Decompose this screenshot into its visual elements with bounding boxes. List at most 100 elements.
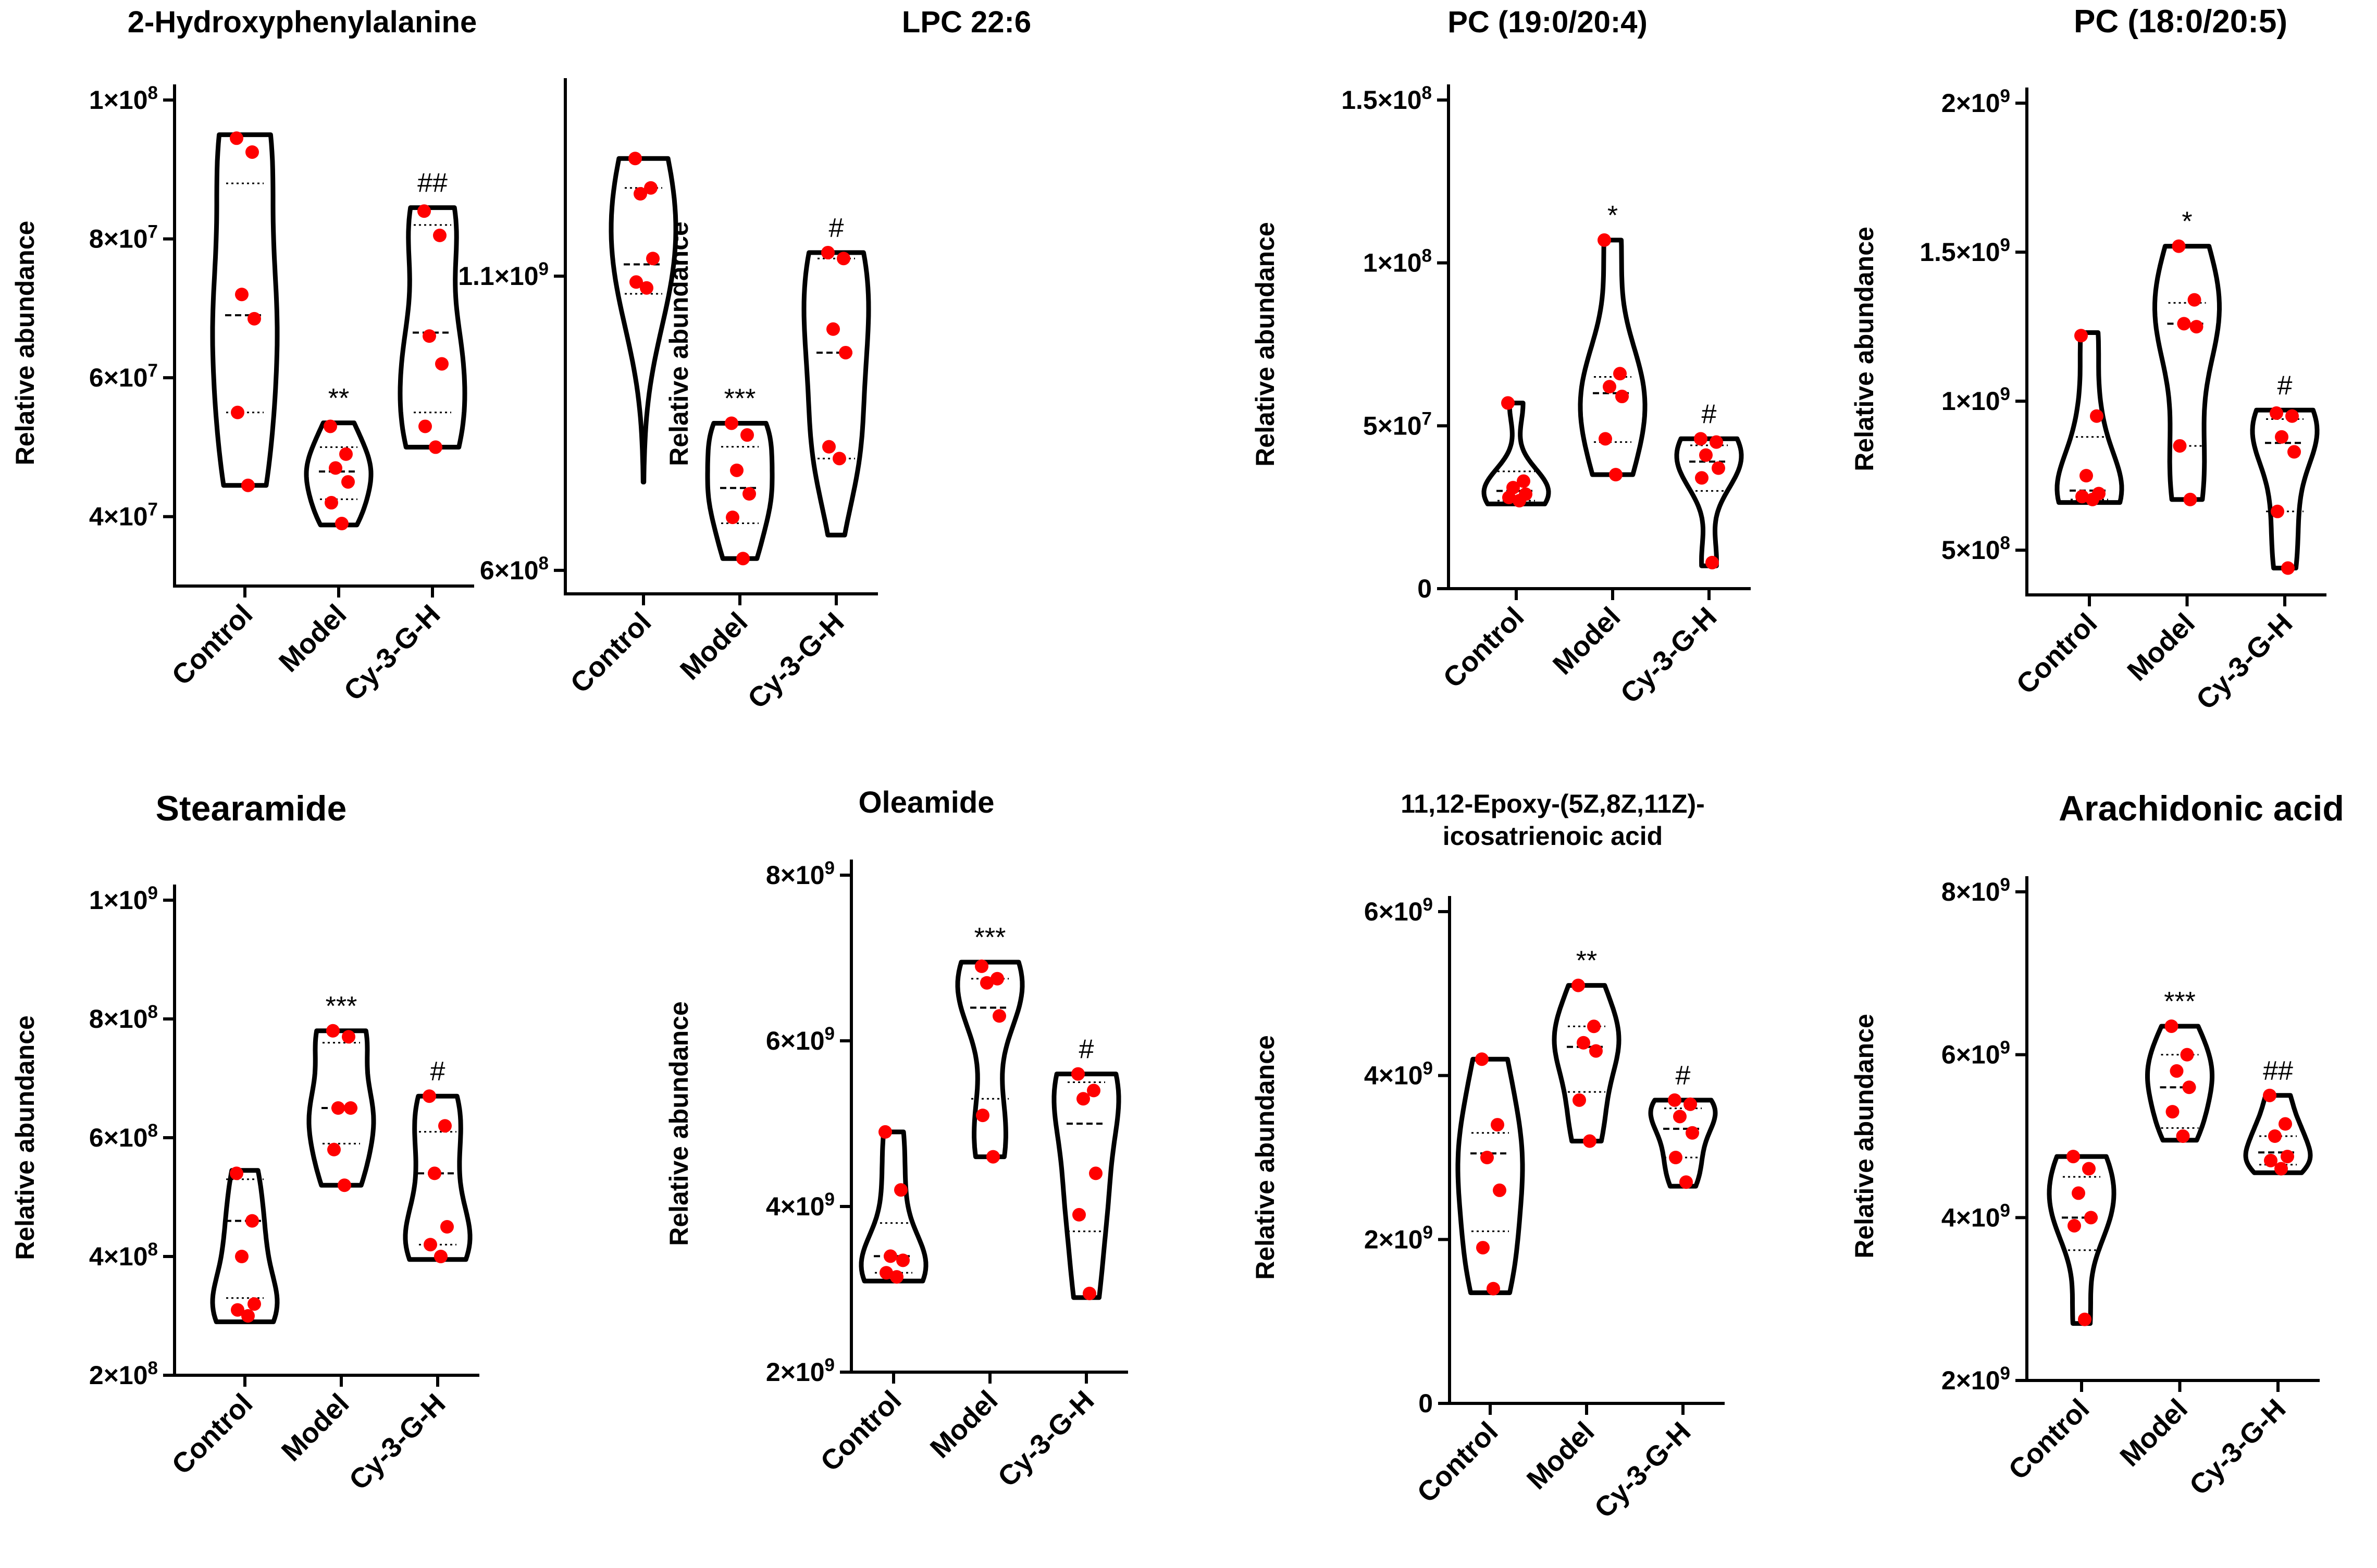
y-tick-label: 5×107 — [1363, 408, 1432, 441]
data-point — [730, 463, 744, 477]
data-point — [1502, 490, 1516, 504]
data-point — [231, 405, 244, 419]
data-point — [2182, 1080, 2196, 1094]
data-point — [1705, 555, 1719, 569]
chart-title: 2-Hydroxyphenylalanine — [128, 5, 477, 39]
data-point — [2271, 504, 2284, 518]
violin-control — [2047, 1154, 2116, 1326]
data-point — [993, 1009, 1006, 1023]
significance-marker: * — [1607, 201, 1618, 231]
data-point — [418, 419, 432, 433]
x-category-label: Cy-3-G-H — [2184, 1393, 2292, 1501]
chart-panel-4: PC (18:0/20:5) Relative abundance 5×108 1×1… — [1850, 4, 2326, 716]
data-point — [435, 357, 449, 371]
data-point — [1710, 435, 1723, 449]
data-point — [428, 1166, 441, 1180]
violin-model — [306, 1028, 376, 1188]
y-tick-label: 2×109 — [1941, 1363, 2010, 1396]
data-point — [1573, 1093, 1586, 1107]
x-category-label: Control — [2002, 1393, 2095, 1486]
chart-title: LPC 22:6 — [902, 5, 1031, 39]
violin-control — [210, 132, 280, 488]
data-point — [2072, 1186, 2085, 1200]
y-tick-label: 6×109 — [1364, 894, 1433, 927]
data-point — [1603, 380, 1616, 394]
data-point — [2074, 329, 2088, 343]
x-category-label: Cy-3-G-H — [742, 606, 850, 715]
data-point — [2176, 1129, 2190, 1143]
data-point — [2068, 1218, 2081, 1233]
data-point — [878, 1125, 892, 1139]
chart-panel-7: 11,12-Epoxy-(5Z,8Z,11Z)- icosatrienoic ac… — [1251, 789, 1725, 1524]
chart-title: PC (19:0/20:4) — [1447, 5, 1648, 39]
violin-cy-3-g-h — [2250, 407, 2320, 570]
significance-marker: *** — [724, 383, 756, 414]
data-point — [2090, 409, 2103, 423]
y-tick-label: 2×109 — [766, 1355, 835, 1387]
data-point — [725, 416, 738, 430]
data-point — [975, 959, 988, 973]
chart-title: 11,12-Epoxy-(5Z,8Z,11Z)- — [1401, 789, 1705, 818]
data-point — [2079, 469, 2093, 483]
data-point — [740, 428, 754, 442]
y-axis-label: Relative abundance — [1850, 1014, 1879, 1259]
data-point — [326, 1024, 340, 1038]
data-point — [231, 1303, 244, 1317]
y-tick-label: 2×108 — [89, 1358, 158, 1390]
data-point — [646, 252, 660, 266]
data-point — [2075, 490, 2089, 504]
data-point — [742, 487, 756, 501]
data-point — [2084, 1211, 2098, 1225]
data-point — [837, 252, 850, 266]
data-point — [2172, 239, 2186, 253]
x-category-label: Cy-3-G-H — [1589, 1416, 1697, 1524]
data-point — [1491, 1118, 1504, 1132]
data-point — [2279, 1117, 2292, 1131]
data-point — [1669, 1151, 1682, 1164]
data-point — [822, 440, 836, 454]
data-point — [1683, 1097, 1697, 1111]
chart-panel-5: Stearamide Relative abundance 2×108 4×108 6×… — [10, 789, 479, 1496]
data-point — [2281, 1150, 2294, 1164]
data-point — [1673, 1110, 1687, 1124]
data-point — [833, 452, 846, 466]
data-point — [1668, 1093, 1681, 1107]
data-point — [1083, 1286, 1096, 1300]
data-point — [329, 461, 342, 475]
violin-control — [210, 1168, 280, 1324]
data-point — [1609, 468, 1623, 482]
data-point — [980, 976, 994, 990]
data-point — [1699, 448, 1713, 462]
significance-marker: # — [2277, 370, 2293, 401]
data-point — [1501, 396, 1515, 410]
violin-cy-3-g-h — [398, 205, 467, 450]
violin-model — [2145, 1024, 2214, 1143]
data-point — [2281, 561, 2295, 575]
data-point — [335, 517, 349, 531]
data-point — [1571, 978, 1585, 992]
data-point — [1475, 1052, 1489, 1066]
data-point — [826, 322, 840, 336]
data-point — [230, 1166, 243, 1180]
data-point — [440, 1220, 454, 1234]
data-point — [2263, 1088, 2276, 1102]
y-tick-label: 8×108 — [89, 1002, 158, 1034]
data-point — [726, 511, 739, 525]
y-tick-label: 4×109 — [766, 1189, 835, 1222]
data-point — [423, 329, 436, 343]
x-category-label: Control — [1437, 601, 1530, 694]
y-tick-label: 0 — [1417, 574, 1432, 603]
data-point — [2268, 1129, 2282, 1143]
y-tick-label: 1×108 — [1363, 245, 1432, 278]
data-point — [628, 152, 642, 166]
data-point — [417, 204, 431, 218]
violin-model — [955, 960, 1025, 1160]
data-point — [331, 1101, 345, 1115]
y-axis-label: Relative abundance — [664, 221, 694, 466]
chart-title: icosatrienoic acid — [1443, 822, 1663, 851]
x-category-label: Cy-3-G-H — [338, 599, 447, 707]
data-point — [2287, 445, 2301, 459]
chart-title: Arachidonic acid — [2059, 789, 2344, 828]
data-point — [2264, 1153, 2277, 1167]
